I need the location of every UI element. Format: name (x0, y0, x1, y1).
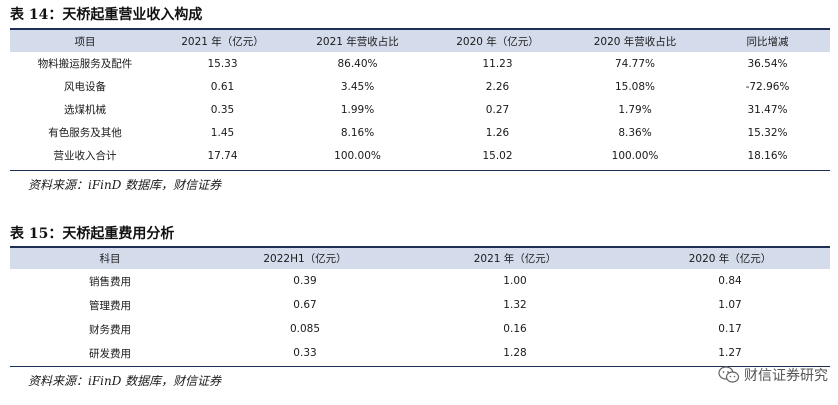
table14-header-2020-value: 2020 年（亿元） (456, 35, 539, 48)
table14-cell: 15.02 (482, 149, 513, 162)
table15-cell: 1.07 (718, 299, 742, 311)
table15-header-row: 科目 2022H1（亿元） 2021 年（亿元） 2020 年（亿元） (10, 248, 830, 269)
table14-cell: 0.35 (210, 103, 235, 116)
table14-cell: 1.99% (340, 103, 375, 116)
table15-cell: 0.67 (293, 299, 317, 311)
table14-cell: 100.00% (611, 149, 659, 162)
table15-cell: 1.27 (718, 347, 742, 359)
watermark-text: 财信证券研究 (744, 368, 828, 384)
table14-header-2021-value: 2021 年（亿元） (181, 35, 264, 48)
table15-header-band (10, 248, 830, 269)
table-row: 营业收入合计 17.74 100.00% 15.02 100.00% 18.16… (10, 144, 830, 167)
table15-bottom-rule (10, 366, 830, 367)
table15-cell: 销售费用 (89, 275, 131, 288)
table15-cell: 1.28 (503, 347, 527, 359)
table14-cell: 0.27 (485, 103, 510, 116)
table-row: 销售费用 0.39 1.00 0.84 (10, 269, 830, 293)
table15-cell: 0.39 (293, 275, 317, 287)
table15-header-2020: 2020 年（亿元） (688, 253, 772, 265)
table15-cell: 1.32 (503, 299, 527, 311)
table14-cell: 8.36% (618, 126, 652, 139)
table-row: 风电设备 0.61 3.45% 2.26 15.08% -72.96% (10, 75, 830, 98)
table14-cell: 1.26 (485, 126, 510, 139)
table-row: 选煤机械 0.35 1.99% 0.27 1.79% 31.47% (10, 98, 830, 121)
table14-cell: 18.16% (747, 149, 788, 162)
watermark: 财信证券研究 (718, 365, 828, 385)
table15-cell: 0.84 (718, 275, 742, 287)
table15-cell: 财务费用 (89, 323, 131, 336)
table14-cell: 11.23 (482, 57, 513, 70)
table14-cell: 营业收入合计 (53, 150, 117, 162)
table14-cell: 15.32% (747, 126, 788, 139)
table14-cell: 74.77% (614, 57, 656, 70)
table15-cell: 0.16 (503, 323, 527, 335)
table14-source: 资料来源：iFinD 数据库，财信证券 (28, 178, 222, 192)
table15-cell: 0.17 (718, 323, 742, 335)
table14-cell: 15.33 (207, 57, 238, 70)
table14-cell: 15.08% (614, 80, 656, 93)
table15-top-rule (10, 246, 830, 248)
table14-cell: -72.96% (745, 80, 790, 93)
table14-top-rule (10, 28, 830, 30)
table14-header-2021-share: 2021 年营收占比 (316, 35, 399, 48)
table-row: 管理费用 0.67 1.32 1.07 (10, 293, 830, 317)
table14: 项目 2021 年（亿元） 2021 年营收占比 2020 年（亿元） 2020… (10, 30, 830, 167)
table14-cell: 有色服务及其他 (48, 127, 122, 139)
table14-header-item: 项目 (74, 35, 96, 48)
table14-header-2020-share: 2020 年营收占比 (593, 35, 677, 48)
table15-header-2021: 2021 年（亿元） (473, 253, 557, 265)
table15: 科目 2022H1（亿元） 2021 年（亿元） 2020 年（亿元） 销售费用… (10, 248, 830, 365)
table14-cell: 2.26 (485, 80, 510, 93)
table14-cell: 选煤机械 (64, 104, 106, 116)
table-row: 财务费用 0.085 0.16 0.17 (10, 317, 830, 341)
table-row: 物料搬运服务及配件 15.33 86.40% 11.23 74.77% 36.5… (10, 52, 830, 75)
table14-header-yoy: 同比增减 (746, 35, 789, 48)
table14-title: 表 14：天桥起重营业收入构成 (10, 7, 203, 23)
table14-header-row: 项目 2021 年（亿元） 2021 年营收占比 2020 年（亿元） 2020… (10, 30, 830, 52)
table-row: 研发费用 0.33 1.28 1.27 (10, 341, 830, 365)
table15-header-subject: 科目 (99, 253, 121, 265)
table15-cell: 0.33 (293, 347, 317, 359)
table14-cell: 0.61 (210, 80, 235, 93)
table15-cell: 0.085 (289, 323, 321, 335)
table15-cell: 管理费用 (89, 299, 131, 312)
table14-header-band (10, 30, 830, 52)
table15-title: 表 15：天桥起重费用分析 (10, 226, 175, 242)
table-row: 有色服务及其他 1.45 8.16% 1.26 8.36% 15.32% (10, 121, 830, 144)
table14-cell: 1.79% (618, 103, 652, 116)
table14-cell: 1.45 (210, 126, 235, 139)
table15-cell: 研发费用 (89, 347, 131, 360)
table14-cell: 86.40% (337, 57, 378, 70)
table14-cell: 31.47% (747, 103, 788, 116)
wechat-icon (718, 366, 740, 383)
table15-source: 资料来源：iFinD 数据库，财信证券 (28, 374, 222, 388)
table14-cell: 3.45% (340, 80, 375, 93)
table14-cell: 8.16% (340, 126, 375, 139)
table14-cell: 风电设备 (64, 81, 106, 93)
table14-cell: 36.54% (747, 57, 788, 70)
table14-bottom-rule (10, 170, 830, 171)
table14-cell: 100.00% (334, 149, 381, 162)
table15-header-2022h1: 2022H1（亿元） (263, 253, 347, 265)
table14-cell: 17.74 (207, 149, 238, 162)
table14-cell: 物料搬运服务及配件 (37, 58, 133, 70)
table15-cell: 1.00 (503, 275, 527, 287)
